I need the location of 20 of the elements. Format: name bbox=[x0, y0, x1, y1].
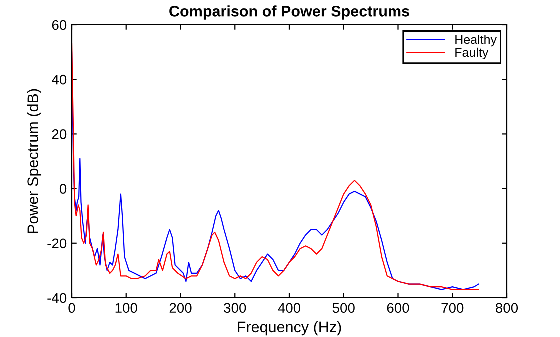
legend-label: Faulty bbox=[456, 48, 489, 60]
x-tick-label: 0 bbox=[68, 303, 76, 314]
x-tick-label: 300 bbox=[224, 303, 246, 314]
x-axis-title: Frequency (Hz) bbox=[238, 321, 342, 336]
y-tick-label: -20 bbox=[48, 238, 67, 249]
x-tick-label: 800 bbox=[496, 303, 518, 314]
y-axis-title: Power Spectrum (dB) bbox=[27, 89, 42, 234]
x-tick-label: 100 bbox=[116, 303, 138, 314]
y-tick-label: 0 bbox=[60, 184, 67, 194]
x-tick-label: 200 bbox=[170, 303, 192, 314]
y-tick-label: -40 bbox=[48, 293, 67, 304]
x-tick-label: 500 bbox=[332, 303, 355, 314]
y-tick-label: 60 bbox=[52, 20, 67, 30]
x-tick-label: 400 bbox=[278, 303, 301, 314]
x-tick-label: 700 bbox=[442, 303, 464, 314]
x-tick-label: 600 bbox=[387, 303, 410, 314]
y-tick-label: 40 bbox=[52, 74, 67, 85]
y-tick-label: 20 bbox=[52, 130, 67, 140]
chart-title: Comparison of Power Spectrums bbox=[170, 6, 410, 20]
legend-label: Healthy bbox=[456, 35, 497, 47]
